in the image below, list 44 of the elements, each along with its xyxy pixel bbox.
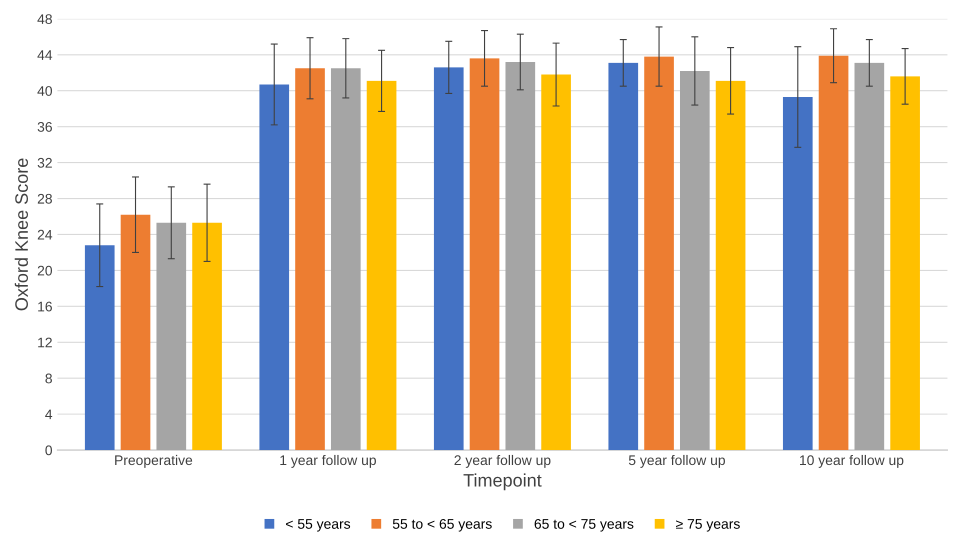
- bar: [505, 62, 536, 450]
- y-tick-label: 16: [38, 302, 52, 312]
- bar: [680, 70, 710, 450]
- legend-label: 65 to < 75 years: [534, 518, 634, 532]
- y-tick-label: 4: [45, 410, 52, 420]
- bar: [295, 68, 325, 450]
- y-tick-label: 28: [38, 194, 52, 204]
- y-tick-label: 48: [37, 14, 52, 24]
- y-tick-label: 12: [38, 338, 52, 348]
- legend-label: < 55 years: [286, 519, 350, 532]
- x-tick-label: 1 year follow up: [280, 454, 376, 468]
- x-axis-title: Timepoint: [464, 473, 542, 490]
- x-tick-label: Preoperative: [115, 454, 192, 468]
- bar: [259, 84, 290, 450]
- bar: [716, 80, 746, 450]
- bar: [608, 62, 638, 450]
- bar: [366, 80, 396, 450]
- bar: [84, 245, 115, 450]
- y-tick-label: 20: [38, 266, 52, 276]
- y-tick-label: 8: [45, 374, 52, 384]
- bar: [120, 214, 150, 450]
- bar: [782, 97, 813, 450]
- bar: [854, 62, 884, 450]
- y-tick-label: 36: [38, 122, 52, 132]
- x-tick-label: 5 year follow up: [628, 454, 725, 468]
- y-tick-label: 32: [38, 158, 52, 168]
- bar: [192, 222, 222, 450]
- x-tick-label: 2 year follow up: [454, 454, 550, 468]
- y-tick-label: 40: [37, 86, 52, 96]
- bar: [890, 76, 920, 450]
- bar: [644, 56, 674, 450]
- y-tick-label: 44: [37, 50, 52, 60]
- y-tick-label: 0: [45, 445, 52, 456]
- bar: [434, 67, 464, 450]
- bar: [156, 222, 186, 450]
- y-axis-title: Oxford Knee Score: [14, 158, 28, 310]
- legend-label: 55 to < 65 years: [392, 518, 492, 532]
- bar: [330, 68, 361, 450]
- x-tick-label: 10 year follow up: [800, 454, 904, 468]
- y-tick-label: 24: [38, 230, 52, 240]
- bar: [470, 58, 500, 450]
- bar: [818, 56, 848, 450]
- bar: [541, 74, 571, 450]
- legend-label: ≥ 75 years: [676, 519, 740, 532]
